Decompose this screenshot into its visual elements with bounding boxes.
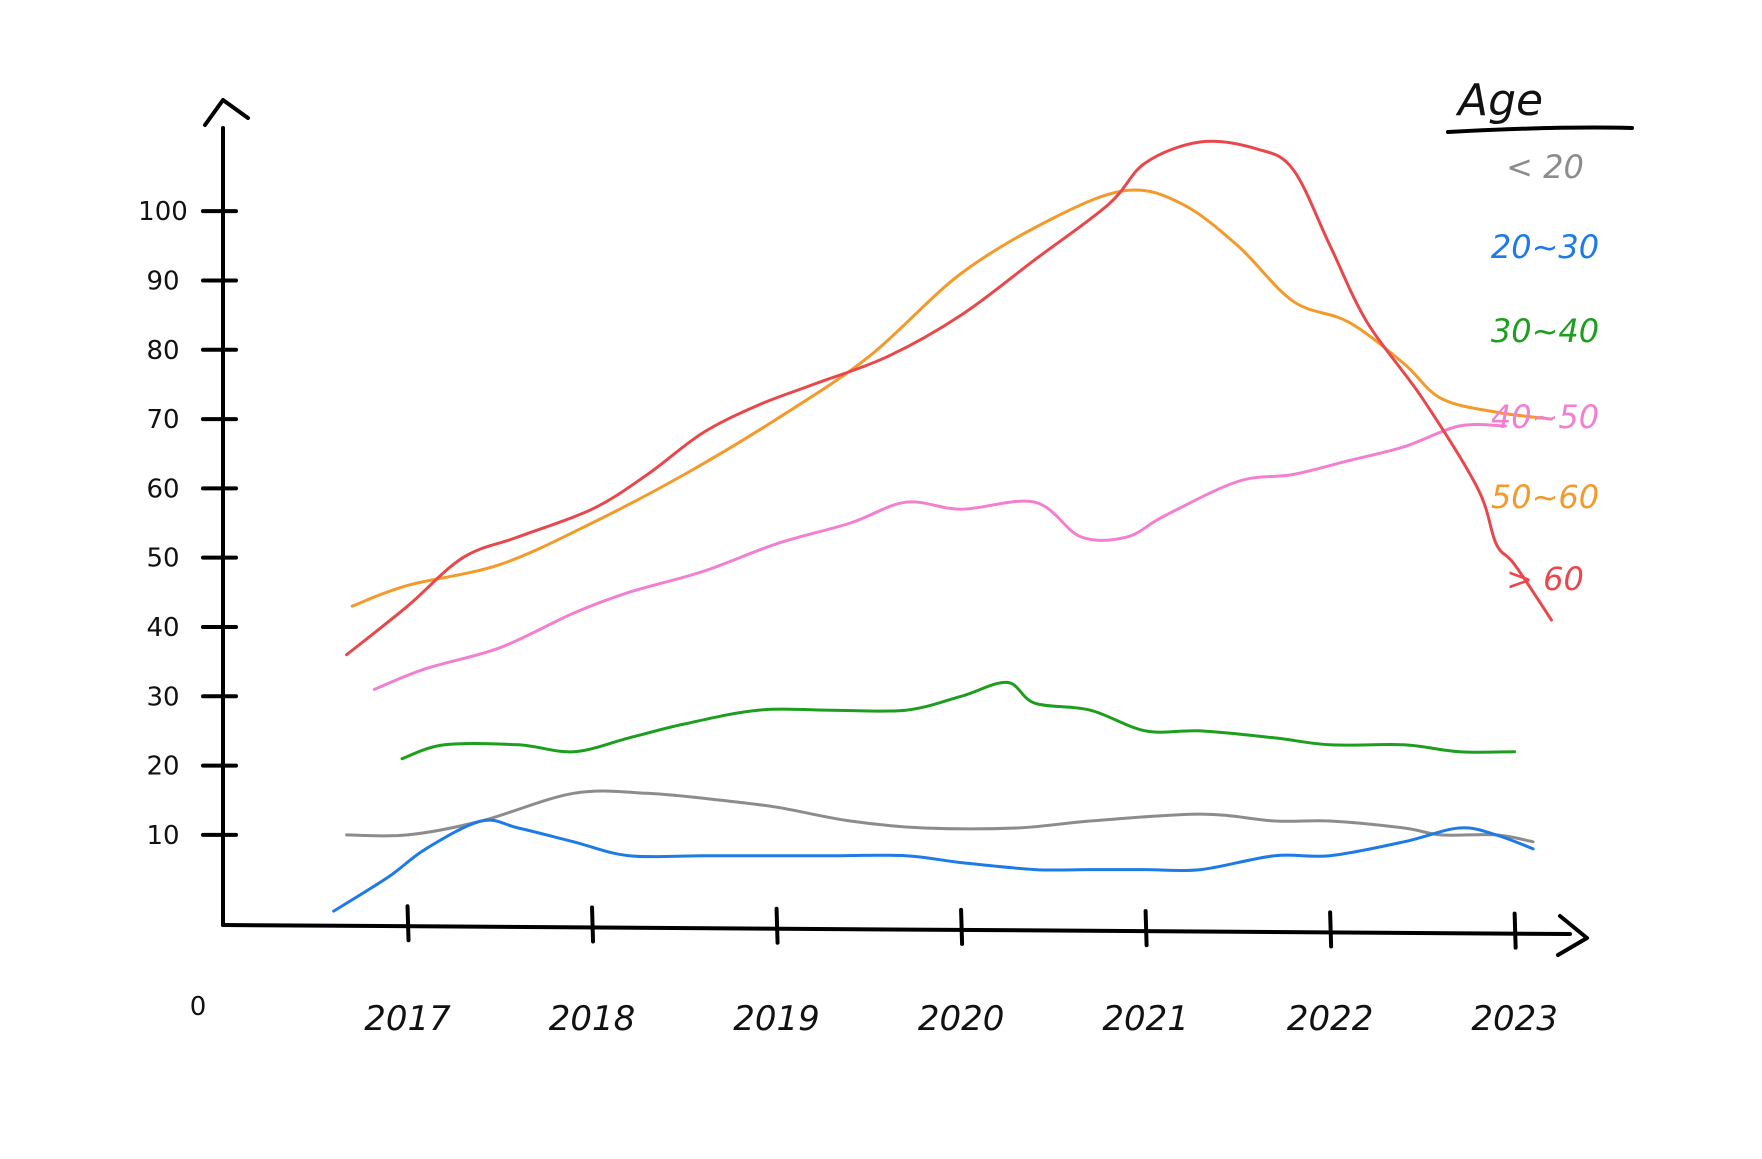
y-tick-label-70: 70 bbox=[146, 405, 179, 435]
x-tick-label-2017: 2017 bbox=[364, 999, 451, 1039]
series-line-4-40-50 bbox=[372, 422, 1507, 691]
y-tick-label-10: 10 bbox=[146, 821, 179, 851]
x-tick-2020 bbox=[959, 907, 965, 946]
x-axis bbox=[221, 923, 1572, 936]
x-tick-label-2018: 2018 bbox=[549, 999, 636, 1039]
y-tick-label-100: 100 bbox=[138, 197, 188, 227]
series-line-6-60 bbox=[345, 139, 1553, 657]
x-tick-2018 bbox=[590, 905, 596, 944]
legend-entry-5: 50~60 bbox=[1491, 478, 1599, 516]
legend-title-underline bbox=[1446, 125, 1634, 134]
legend-entry-1: < 20 bbox=[1506, 148, 1584, 186]
y-tick-label-80: 80 bbox=[146, 336, 179, 366]
x-tick-label-2022: 2022 bbox=[1287, 999, 1374, 1039]
series-line-2-20-30 bbox=[332, 818, 1535, 913]
y-tick-label-50: 50 bbox=[146, 544, 179, 574]
legend-entry-3: 30~40 bbox=[1491, 312, 1599, 350]
axes: 0 bbox=[190, 98, 1589, 1022]
y-axis-arrow bbox=[203, 98, 250, 127]
x-tick-2019 bbox=[774, 906, 780, 945]
series-line-3-30-40 bbox=[400, 680, 1517, 761]
x-tick-2017 bbox=[405, 904, 411, 943]
x-tick-label-2020: 2020 bbox=[918, 999, 1005, 1039]
y-ticks: 10 20 30 40 50 60 70 80 90 100 bbox=[138, 197, 238, 851]
origin-label: 0 bbox=[190, 992, 207, 1022]
y-tick-label-40: 40 bbox=[146, 613, 179, 643]
y-tick-label-90: 90 bbox=[146, 266, 179, 296]
legend: Age < 20 20~30 30~40 40~50 50~60 > 60 bbox=[1446, 75, 1634, 598]
x-tick-label-2021: 2021 bbox=[1102, 999, 1189, 1039]
legend-entry-6: > 60 bbox=[1506, 560, 1584, 598]
legend-entries: < 20 20~30 30~40 40~50 50~60 > 60 bbox=[1491, 148, 1599, 598]
x-tick-label-2019: 2019 bbox=[733, 999, 820, 1039]
y-tick-label-20: 20 bbox=[146, 752, 179, 782]
x-tick-label-2023: 2023 bbox=[1471, 999, 1558, 1039]
legend-entry-4: 40~50 bbox=[1491, 398, 1599, 436]
series-line-1-20 bbox=[345, 789, 1535, 844]
x-tick-2021 bbox=[1143, 909, 1149, 948]
x-tick-2023 bbox=[1512, 911, 1518, 950]
x-tick-2022 bbox=[1328, 910, 1334, 949]
y-tick-label-60: 60 bbox=[146, 474, 179, 504]
legend-entry-2: 20~30 bbox=[1491, 228, 1599, 266]
x-axis-arrow bbox=[1556, 914, 1589, 957]
series-group bbox=[332, 139, 1553, 913]
y-tick-label-30: 30 bbox=[146, 682, 179, 712]
x-ticks: 2017 2018 2019 2020 2021 2022 2023 bbox=[364, 904, 1558, 1039]
legend-title: Age bbox=[1455, 75, 1543, 126]
series-line-5-50-60 bbox=[350, 188, 1553, 608]
